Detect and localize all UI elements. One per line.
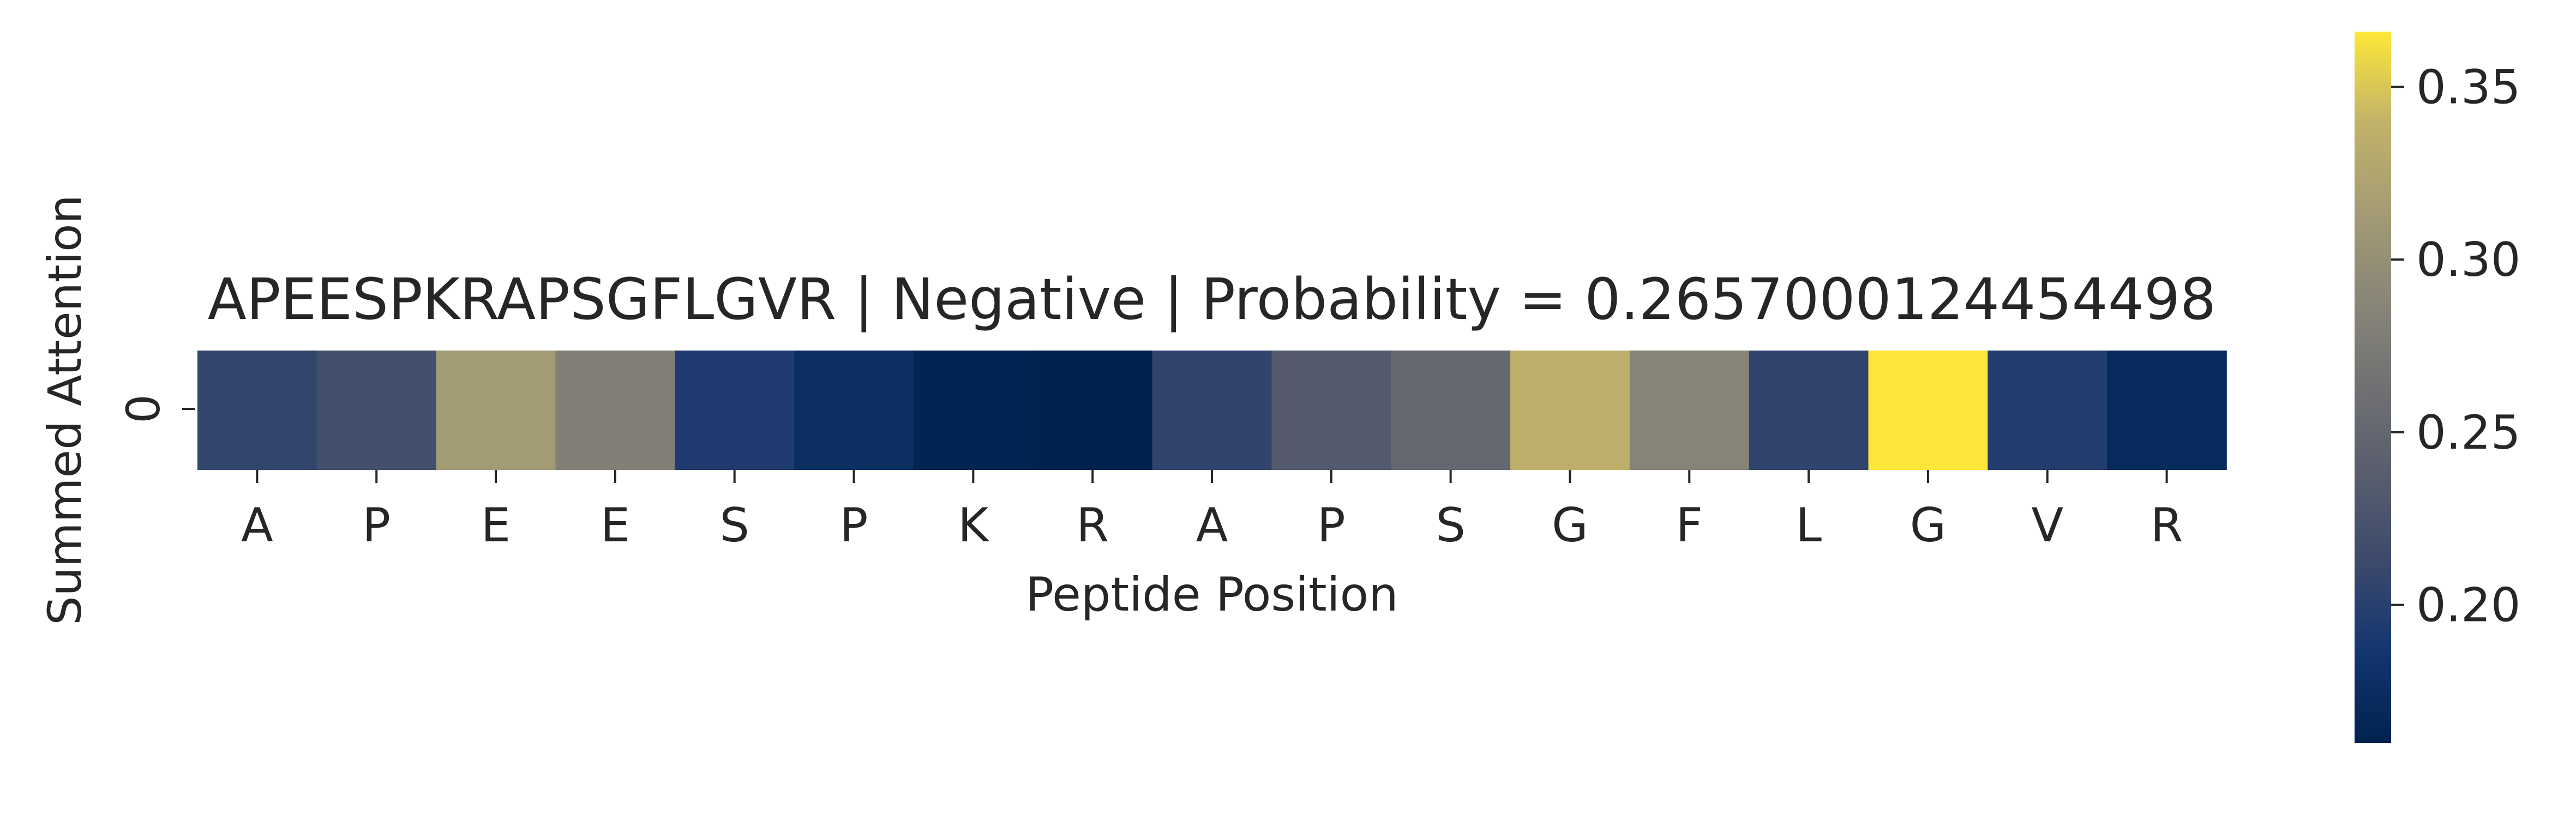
colorbar-tick-label: 0.30 <box>2416 233 2520 287</box>
x-tick-label: E <box>601 498 630 553</box>
heatmap-cell <box>794 351 914 470</box>
heatmap-cell <box>1987 351 2107 470</box>
x-tick-label: E <box>481 498 511 553</box>
x-tick-label: R <box>2151 498 2183 553</box>
x-tick-label: S <box>719 498 749 553</box>
x-tick-label: F <box>1676 498 1703 553</box>
colorbar-tick-label: 0.20 <box>2416 578 2520 633</box>
x-tick-label: G <box>1910 498 1947 553</box>
heatmap-cell <box>1629 351 1750 470</box>
heatmap-cell <box>1749 351 1869 470</box>
colorbar <box>2355 32 2391 743</box>
x-tick-label: P <box>362 498 391 553</box>
x-tick-label: P <box>840 498 868 553</box>
x-axis-label: Peptide Position <box>1025 568 1398 622</box>
x-tick-label: K <box>958 498 990 553</box>
colorbar-ticks: 0.20 0.25 0.30 0.35 <box>2391 60 2520 633</box>
heatmap-cell <box>913 351 1034 470</box>
heatmap-cell <box>316 351 437 470</box>
heatmap-cell <box>197 351 317 470</box>
colorbar-tick-label: 0.35 <box>2416 60 2520 114</box>
heatmap-cells <box>197 351 2227 470</box>
heatmap-cell <box>1510 351 1630 470</box>
x-tick-label: G <box>1552 498 1588 553</box>
x-tick-label: A <box>1196 498 1228 553</box>
x-tick-label: R <box>1076 498 1109 553</box>
heatmap-cell <box>1391 351 1511 470</box>
heatmap-cell <box>2107 351 2227 470</box>
heatmap-cell <box>555 351 676 470</box>
x-tick-label: A <box>241 498 273 553</box>
y-axis-label: Summed Attention <box>38 195 92 625</box>
x-tick-label: P <box>1317 498 1346 553</box>
chart-title: APEESPKRAPSGFLGVR | Negative | Probabili… <box>208 266 2216 333</box>
heatmap-cell <box>675 351 795 470</box>
y-tick-label: 0 <box>117 394 170 423</box>
x-tick-label: V <box>2031 498 2063 553</box>
heatmap-cell <box>1032 351 1153 470</box>
heatmap-cell <box>1152 351 1272 470</box>
heatmap-cell <box>436 351 556 470</box>
x-tick-label: L <box>1796 498 1822 553</box>
colorbar-tick-label: 0.25 <box>2416 406 2520 460</box>
x-tick-label: S <box>1436 498 1466 553</box>
heatmap-cell <box>1271 351 1392 470</box>
heatmap-cell <box>1868 351 1989 470</box>
